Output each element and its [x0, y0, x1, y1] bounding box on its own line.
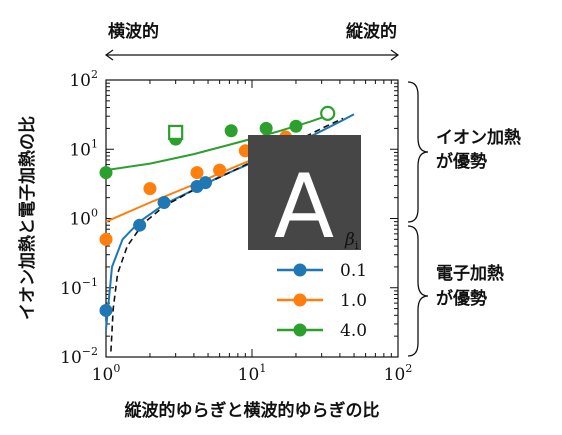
- top-right-label: 縦波的: [346, 21, 397, 42]
- legend-label: 1.0: [340, 291, 367, 311]
- legend-title-sub: i: [355, 239, 359, 252]
- legend-marker: [293, 293, 307, 307]
- legend: βi 0.1 1.0 4.0: [277, 230, 367, 341]
- x-tick-label: 102: [384, 362, 413, 385]
- y-axis-label: イオン加熱と電子加熱の比: [17, 116, 38, 320]
- data-point: [213, 163, 227, 177]
- y-tick-label: 10−2: [60, 345, 98, 368]
- upper-bracket-label-line2: が優勢: [436, 151, 487, 172]
- legend-title-beta: β: [344, 230, 355, 250]
- data-point: [190, 166, 204, 180]
- x-tick-label: 100: [92, 362, 121, 385]
- lower-brace: [407, 225, 429, 357]
- legend-marker: [293, 323, 307, 337]
- data-point: [99, 232, 113, 246]
- x-tick-label: 101: [238, 362, 267, 385]
- fit-line: [105, 113, 332, 172]
- lower-bracket-label-line1: 電子加熱: [436, 263, 504, 284]
- placeholder-letter: A: [274, 155, 334, 258]
- axis-tick-labels: 100 101 102 10−2 10−1 100 101 102: [60, 68, 412, 385]
- legend-label: 4.0: [340, 321, 367, 341]
- y-tick-label: 10−1: [60, 276, 98, 299]
- top-left-label: 横波的: [108, 21, 159, 42]
- data-points: [99, 105, 336, 317]
- data-point: [259, 121, 273, 135]
- data-point: [224, 124, 238, 138]
- data-point: [157, 196, 171, 210]
- y-tick-label: 100: [69, 207, 98, 230]
- data-point: [143, 182, 157, 196]
- lower-bracket-label-line2: が優勢: [436, 288, 487, 309]
- data-point: [133, 218, 147, 232]
- data-point: [289, 119, 303, 133]
- legend-label: 0.1: [340, 261, 367, 281]
- open-circle-marker: [320, 105, 336, 121]
- x-axis-label: 縦波的ゆらぎと横波的ゆらぎの比: [125, 400, 380, 421]
- data-point: [99, 303, 113, 317]
- upper-brace: [407, 81, 429, 223]
- placeholder-tile: A: [248, 135, 361, 258]
- legend-marker: [293, 263, 307, 277]
- data-point: [198, 176, 212, 190]
- y-tick-label: 102: [69, 68, 98, 91]
- open-square-marker: [168, 124, 184, 141]
- top-double-arrow: [104, 49, 400, 61]
- data-point: [99, 166, 113, 180]
- upper-bracket-label-line1: イオン加熱: [436, 127, 521, 148]
- legend-title: βi: [344, 230, 359, 252]
- y-tick-label: 101: [69, 137, 98, 160]
